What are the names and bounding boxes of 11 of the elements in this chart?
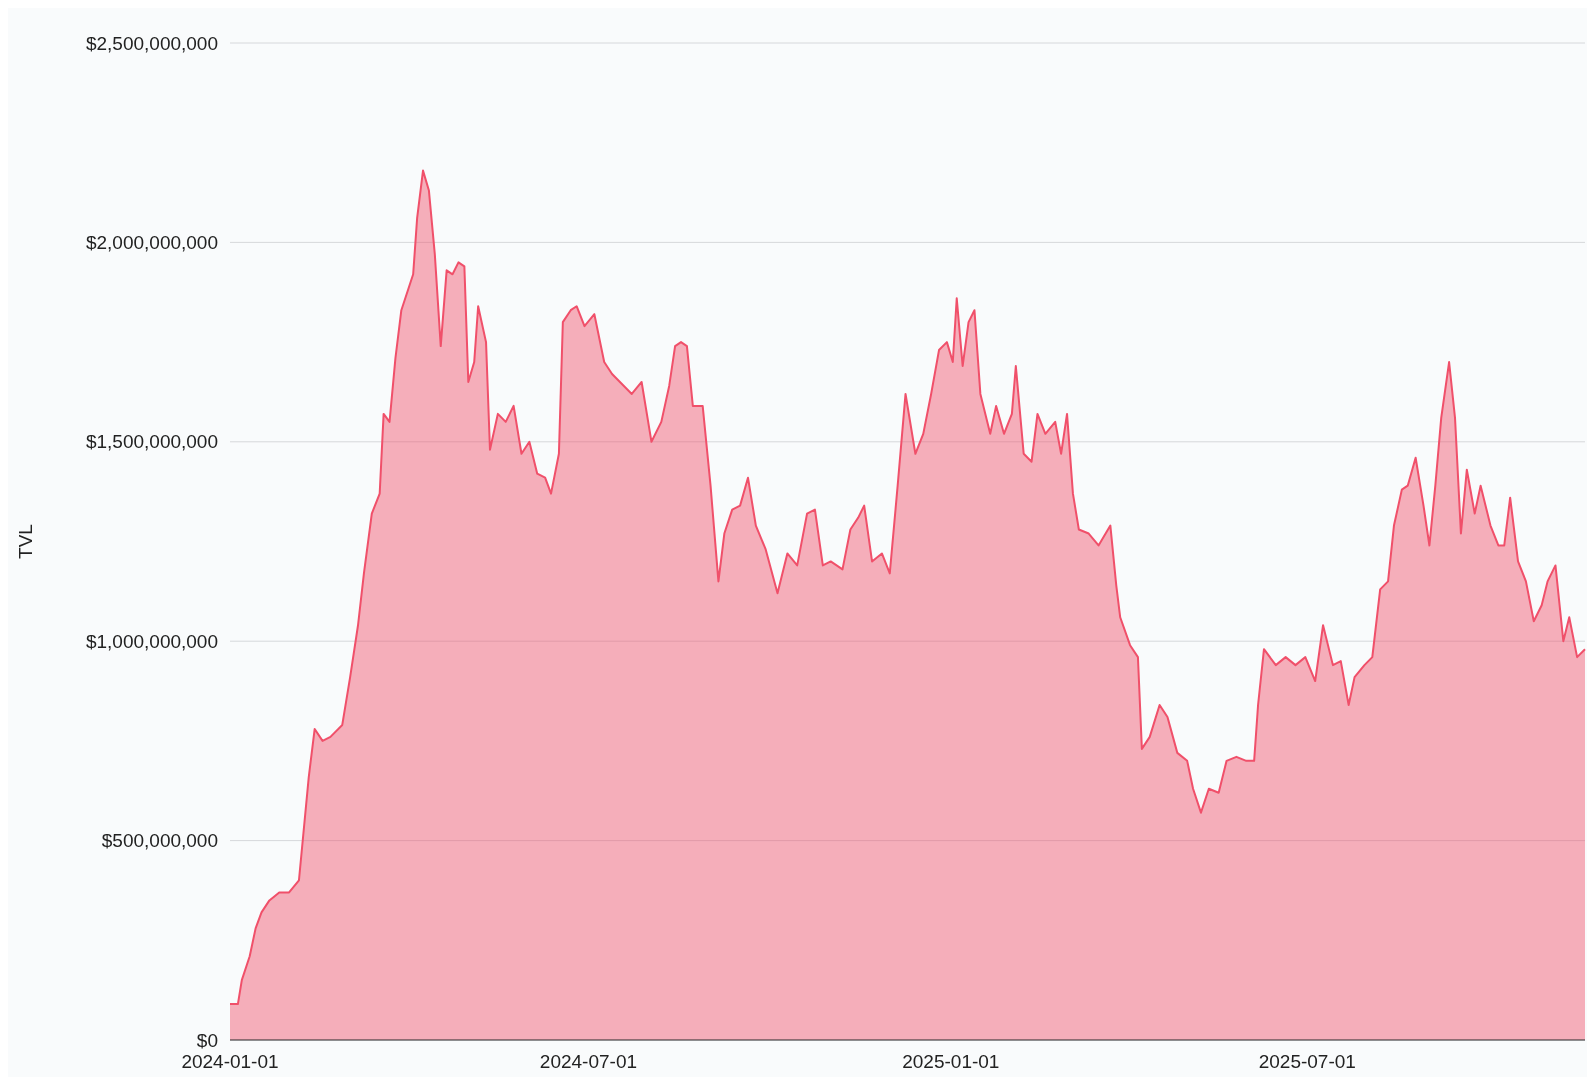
y-axis-title: TVL: [15, 524, 36, 559]
y-tick-label: $500,000,000: [101, 830, 218, 852]
y-tick-label: $2,000,000,000: [85, 232, 218, 254]
y-tick-label: $2,500,000,000: [85, 32, 218, 54]
x-tick-label: 2025-07-01: [1258, 1051, 1356, 1072]
y-tick-label: $1,000,000,000: [85, 630, 218, 652]
y-tick-label: $1,500,000,000: [85, 431, 218, 453]
x-tick-label: 2025-01-01: [902, 1051, 1000, 1072]
y-tick-label: $0: [196, 1029, 218, 1051]
x-tick-label: 2024-07-01: [539, 1051, 638, 1072]
x-tick-label: 2024-01-01: [181, 1051, 279, 1072]
